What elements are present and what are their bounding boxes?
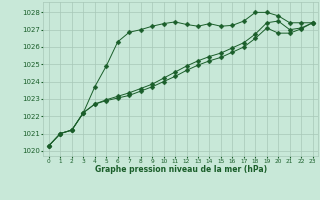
X-axis label: Graphe pression niveau de la mer (hPa): Graphe pression niveau de la mer (hPa) [95, 165, 267, 174]
